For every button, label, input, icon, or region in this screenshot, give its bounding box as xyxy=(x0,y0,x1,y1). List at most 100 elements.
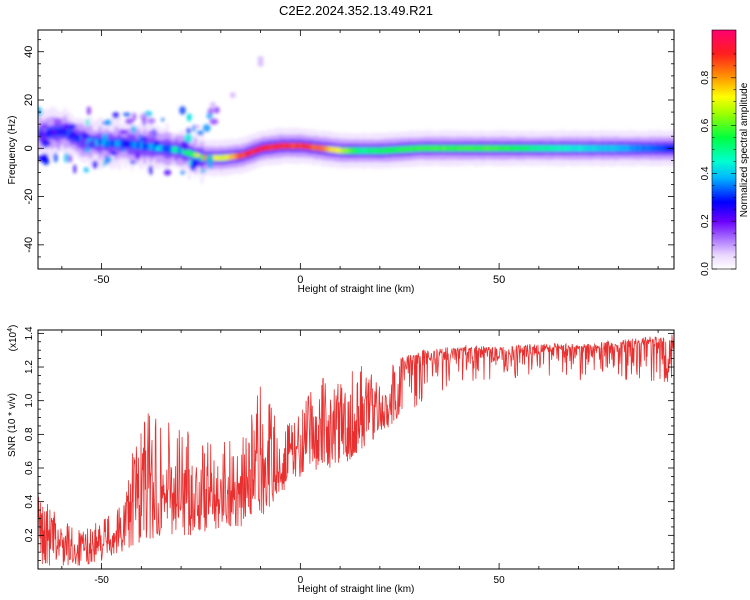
spectrogram-core xyxy=(664,145,669,152)
spectrogram-core xyxy=(445,145,449,152)
snr-y-tick-label: 0.2 xyxy=(24,528,35,542)
spectrogram-blob xyxy=(135,152,141,160)
spectrogram-frame xyxy=(37,29,675,270)
spectrogram-halo xyxy=(674,144,678,152)
spectrogram-core xyxy=(486,145,491,152)
spectrogram-core xyxy=(301,143,306,149)
spectrogram-core xyxy=(98,140,103,146)
spectrogram-core xyxy=(661,145,666,152)
spectrogram-blob xyxy=(101,133,108,143)
spectrogram-blob xyxy=(257,60,264,67)
spectrogram-core xyxy=(127,141,131,148)
spectrogram-core xyxy=(133,142,138,148)
spectrogram-core xyxy=(343,147,348,154)
spectrogram-x-tick-label: -50 xyxy=(94,274,110,286)
spectrogram-core xyxy=(524,145,529,152)
spectrogram-y-tick-label: -40 xyxy=(23,237,35,253)
spectrogram-core xyxy=(158,145,163,151)
spectrogram-core xyxy=(387,147,392,154)
snr-x-tick-label: 0 xyxy=(298,575,304,586)
spectrogram-core xyxy=(251,148,255,155)
snr-y-tick-label: 1.4 xyxy=(24,326,35,340)
snr-x-tick-label: -50 xyxy=(94,575,109,586)
spectrogram-core xyxy=(375,147,379,154)
spectrogram-core xyxy=(111,140,115,147)
spectrogram-core xyxy=(321,145,325,152)
spectrogram-core xyxy=(76,135,80,142)
spectrogram-core xyxy=(371,147,376,154)
spectrogram-core xyxy=(451,145,456,152)
spectrogram-core xyxy=(368,147,373,154)
spectrogram-blob xyxy=(67,123,77,129)
spectrogram-core xyxy=(50,129,55,136)
spectrogram-core xyxy=(651,145,656,152)
spectrogram-core xyxy=(543,145,548,152)
spectrogram-core xyxy=(495,145,500,152)
spectrogram-panel: -50 0 50 40 20 0 -20 -40 Height of straight lin… xyxy=(7,29,678,295)
spectrogram-core xyxy=(273,143,278,150)
snr-frame xyxy=(37,329,675,570)
spectrogram-y-label: Frequency (Hz) xyxy=(7,116,18,185)
spectrogram-core xyxy=(231,153,236,160)
spectrogram-blob xyxy=(147,130,156,139)
spectrogram-core xyxy=(212,155,217,161)
snr-panel: -50 0 50 0.2 0.4 0.6 0.8 1.0 1.2 1.4 Height of st… xyxy=(7,325,675,595)
spectrogram-core xyxy=(658,145,662,152)
spectrogram-core xyxy=(257,146,262,153)
spectrogram-halo xyxy=(674,137,678,159)
spectrogram-core xyxy=(413,145,418,152)
spectrogram-core xyxy=(146,143,150,150)
spectrogram-core xyxy=(66,130,71,137)
spectrogram-core xyxy=(317,145,322,151)
spectrogram-core xyxy=(187,150,192,156)
spectrogram-core xyxy=(607,145,611,152)
spectrogram-core xyxy=(295,142,300,149)
spectrogram-blob xyxy=(186,127,191,134)
spectrogram-heatmap xyxy=(38,55,678,184)
spectrogram-core xyxy=(489,145,494,152)
spectrogram-core xyxy=(63,129,68,136)
figure-title: C2E2.2024.352.13.49.R21 xyxy=(279,3,433,18)
spectrogram-core xyxy=(464,145,468,152)
spectrogram-core xyxy=(575,145,580,152)
spectrogram-core xyxy=(60,128,65,135)
spectrogram-core xyxy=(53,129,58,136)
spectrogram-blob xyxy=(104,156,113,163)
spectrogram-core xyxy=(422,145,427,152)
spectrogram-core xyxy=(244,151,249,157)
spectrogram-core xyxy=(336,147,341,154)
spectrogram-blob xyxy=(194,156,203,161)
spectrogram-core xyxy=(511,145,516,152)
spectrogram-halo xyxy=(674,130,678,166)
spectrogram-core xyxy=(502,145,507,152)
spectrogram-core xyxy=(365,147,370,154)
spectrogram-core xyxy=(139,142,144,149)
spectrogram-blob xyxy=(209,118,219,125)
snr-x-label: Height of straight line (km) xyxy=(298,584,415,595)
colorbar-label: Normalized spectral amplitude xyxy=(739,82,750,217)
spectrogram-core xyxy=(546,145,551,152)
spectrogram-core xyxy=(559,145,564,152)
spectrogram-blob xyxy=(181,141,189,151)
spectrogram-core xyxy=(305,143,309,150)
spectrogram-core xyxy=(537,145,542,152)
spectrogram-core xyxy=(416,145,421,152)
spectrogram-core xyxy=(174,147,179,153)
snr-y-tick-label: 0.6 xyxy=(24,461,35,475)
spectrogram-core xyxy=(584,145,589,152)
spectrogram-blob xyxy=(112,112,120,119)
snr-y-tick-label: 0.8 xyxy=(24,427,35,441)
spectrogram-blob xyxy=(199,161,203,167)
spectrogram-blob xyxy=(53,152,58,163)
spectrogram-core xyxy=(623,145,627,152)
spectrogram-blob xyxy=(120,148,127,152)
spectrogram-core xyxy=(247,150,252,156)
spectrogram-blob xyxy=(92,160,99,169)
colorbar-tick-label: 0.8 xyxy=(700,70,711,84)
spectrogram-core xyxy=(282,142,287,149)
spectrogram-core xyxy=(406,146,411,152)
spectrogram-blob xyxy=(67,154,73,163)
spectrogram-core xyxy=(241,152,246,159)
spectrogram-core xyxy=(632,145,637,152)
spectrogram-blob xyxy=(40,130,46,140)
